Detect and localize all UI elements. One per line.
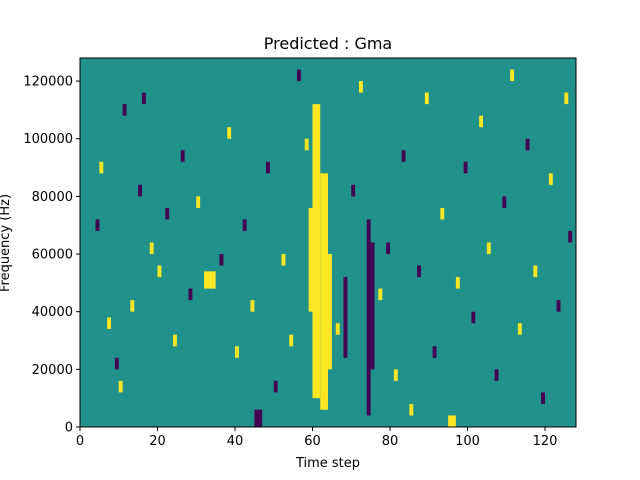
heatmap-cell: [196, 196, 201, 208]
heatmap-cell: [502, 196, 507, 208]
heatmap-cell: [304, 138, 309, 151]
heatmap-cell: [122, 104, 127, 116]
y-tick-label: 20000: [32, 363, 73, 378]
heatmap-cell: [401, 150, 406, 162]
heatmap-cell: [312, 104, 321, 399]
heatmap-cell: [564, 92, 569, 105]
heatmap-cell: [250, 300, 255, 312]
plot-frame: [79, 57, 577, 428]
x-tick-label: 100: [455, 434, 480, 449]
heatmap-cell: [486, 242, 491, 255]
heatmap-cell: [386, 242, 391, 255]
y-tick-label: 100000: [23, 132, 73, 147]
plot-area: [79, 57, 577, 428]
y-tick-label: 0: [65, 421, 73, 436]
y-axis: 0 20000 40000 60000 80000 100000 120000: [23, 75, 80, 436]
heatmap-cell: [471, 311, 476, 324]
x-axis-label: Time step: [295, 456, 360, 471]
heatmap-cell: [138, 184, 143, 197]
heatmap-cell: [378, 288, 383, 301]
heatmap-cell: [180, 150, 185, 162]
heatmap-cell: [281, 254, 286, 266]
heatmap-cell: [173, 334, 177, 347]
heatmap-cell: [254, 409, 263, 427]
heatmap-cell: [273, 380, 278, 393]
y-tick-label: 40000: [32, 305, 73, 320]
x-tick-label: 20: [149, 434, 166, 449]
y-tick-label: 120000: [23, 75, 73, 90]
heatmap-cell: [370, 242, 375, 370]
heatmap-cell: [463, 161, 468, 174]
heatmap-cell: [242, 219, 247, 231]
y-tick-label: 80000: [32, 190, 73, 205]
heatmap-cell: [289, 334, 294, 347]
heatmap-cell: [548, 173, 553, 185]
heatmap-cell: [448, 415, 456, 427]
heatmap-cell: [130, 300, 135, 312]
heatmap-cell: [525, 138, 530, 151]
heatmap-cell: [320, 173, 328, 410]
heatmap-cell: [308, 207, 313, 312]
heatmap-cell: [157, 265, 162, 278]
heatmap-cell: [107, 317, 112, 329]
heatmap-cell: [95, 219, 100, 231]
heatmap-cell: [351, 184, 356, 197]
chart-title: Predicted : Gma: [264, 34, 392, 53]
heatmap-cell: [99, 161, 104, 174]
heatmap-cell: [204, 271, 216, 289]
heatmap-cell: [219, 254, 224, 266]
heatmap-cell: [114, 357, 119, 370]
heatmap-cell: [533, 265, 538, 278]
x-tick-label: 120: [533, 434, 558, 449]
heatmap-cell: [568, 230, 573, 243]
x-tick-label: 80: [382, 434, 399, 449]
heatmap-cell: [149, 242, 154, 255]
heatmap-cell: [424, 92, 429, 105]
x-axis: 0 20 40 60 80 100 120: [76, 427, 558, 449]
heatmap-cell: [297, 69, 301, 82]
heatmap-cell: [366, 219, 371, 416]
y-tick-label: 60000: [32, 248, 73, 263]
heatmap-cell: [118, 380, 123, 393]
heatmap-cell: [517, 323, 522, 335]
heatmap-cell: [479, 115, 484, 128]
heatmap-cell: [455, 277, 460, 289]
y-axis-label: Frequency (Hz): [0, 194, 13, 292]
heatmap-cell: [343, 277, 348, 358]
heatmap-cell: [227, 127, 232, 139]
heatmap-cell: [417, 265, 422, 278]
heatmap-cell: [165, 207, 170, 220]
heatmap-cell: [235, 346, 239, 358]
heatmap-cell: [359, 81, 363, 93]
heatmap-cell: [393, 369, 398, 381]
heatmap-cell: [494, 369, 499, 381]
heatmap-cell: [188, 288, 193, 301]
x-tick-label: 40: [227, 434, 244, 449]
x-tick-label: 60: [304, 434, 321, 449]
heatmap-cell: [541, 392, 546, 404]
heatmap-cell: [510, 69, 515, 82]
heatmap-cell: [556, 300, 561, 312]
heatmap-cell: [142, 92, 146, 105]
heatmap-cell: [440, 207, 445, 220]
x-tick-label: 0: [76, 434, 84, 449]
heatmap-cell: [328, 254, 332, 370]
heatmap-cell: [266, 161, 270, 174]
heatmap-cell: [432, 346, 437, 358]
heatmap-cell: [335, 323, 340, 335]
heatmap-cell: [409, 403, 414, 416]
